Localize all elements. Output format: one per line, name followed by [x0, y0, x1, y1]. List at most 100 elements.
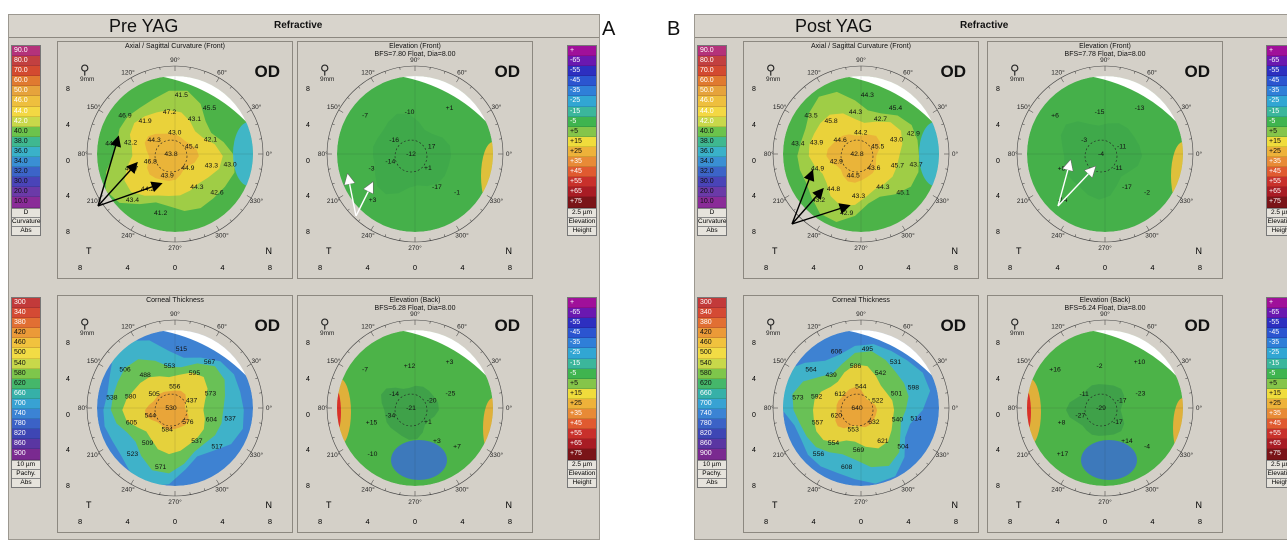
angle-tick: [817, 480, 820, 484]
angle-label: 240°: [807, 231, 821, 239]
scale-step: 36.0: [698, 147, 726, 157]
map-value: 632: [868, 419, 880, 426]
angle-tick: [240, 351, 242, 353]
angle-label: 270°: [1098, 244, 1112, 252]
scale-step: 50.0: [12, 86, 40, 96]
map-value: -17: [1122, 184, 1132, 191]
map-value: 571: [155, 464, 167, 471]
scale-step: -55: [1267, 66, 1287, 76]
scale-step: +15: [568, 137, 596, 147]
temporal-label: T: [1016, 246, 1022, 256]
scale-step: -25: [568, 348, 596, 358]
angle-tick: [108, 351, 110, 353]
x-tick: 0: [1103, 263, 1107, 275]
map-axial-curvature: Axial / Sagittal Curvature (Front)OD⚲9mm…: [743, 41, 979, 279]
angle-tick: [92, 378, 94, 379]
map-value: 45.4: [889, 105, 902, 112]
angle-tick: [778, 183, 780, 184]
map-value: +3: [446, 359, 454, 366]
scale-step: 90.0: [698, 46, 726, 56]
scale-step: 660: [12, 389, 40, 399]
angle-label: 30°: [491, 103, 501, 111]
scale-step: -35: [1267, 86, 1287, 96]
angle-label: 0°: [506, 404, 512, 412]
map-value: 537: [224, 415, 236, 422]
angle-label: 180°: [78, 150, 88, 158]
angle-tick: [145, 325, 146, 327]
y-tick: 8: [306, 340, 310, 347]
scale-step: 820: [698, 429, 726, 439]
scale-step: +65: [1267, 439, 1287, 449]
angle-tick: [890, 234, 891, 236]
angle-label: 300°: [215, 485, 229, 493]
angle-label: 150°: [327, 103, 341, 111]
angle-tick: [217, 226, 220, 230]
angle-tick: [1160, 219, 1162, 221]
angle-tick: [348, 463, 350, 465]
scale-step: 42.0: [698, 117, 726, 127]
map-value: 517: [211, 444, 223, 451]
angle-tick: [1061, 78, 1064, 82]
scale-step: 660: [698, 389, 726, 399]
angle-tick: [1147, 480, 1150, 484]
x-tick: 0: [859, 263, 863, 275]
angle-tick: [444, 234, 445, 236]
angle-tick: [118, 473, 120, 475]
scale-unit-label: Curvature: [12, 217, 40, 226]
angle-tick: [1134, 488, 1135, 490]
x-tick: 8: [508, 263, 512, 275]
y-tick: 0: [66, 412, 70, 419]
angle-tick: [444, 71, 445, 73]
y-tick: 4: [66, 376, 70, 383]
map-value: 437: [186, 397, 198, 404]
map-value: -29: [1096, 405, 1106, 412]
scale-unit-label: Height: [1267, 478, 1287, 487]
x-tick: 4: [1150, 517, 1154, 529]
map-value: +12: [404, 363, 416, 370]
scale-step: 38.0: [12, 137, 40, 147]
scale-step: 780: [698, 419, 726, 429]
angle-label: 30°: [1181, 357, 1191, 365]
scale-step: 32.0: [698, 167, 726, 177]
map-value: +14: [1121, 438, 1133, 445]
angle-tick: [118, 87, 120, 89]
scale-step: +35: [568, 157, 596, 167]
angle-tick: [118, 341, 120, 343]
angle-tick: [230, 87, 232, 89]
scale-step: +25: [1267, 399, 1287, 409]
x-tick: 0: [413, 517, 417, 529]
scale-step: 46.0: [698, 96, 726, 106]
elevation-scale: +-65-55-45-35-25-15-5+5+15+25+35+45+55+6…: [1266, 45, 1287, 236]
map-value: 554: [828, 440, 840, 447]
scale-step: +55: [1267, 429, 1287, 439]
angle-tick: [495, 183, 497, 184]
angle-tick: [495, 124, 497, 125]
x-tick: 8: [1008, 263, 1012, 275]
scale-step: 460: [12, 338, 40, 348]
scale-step: -45: [1267, 76, 1287, 86]
scale-step: 20.0: [698, 187, 726, 197]
y-tick: 4: [996, 193, 1000, 200]
y-tick: 4: [306, 122, 310, 129]
y-tick: 8: [996, 483, 1000, 490]
map-value: 44.3: [876, 184, 889, 191]
angle-label: 270°: [168, 244, 182, 252]
y-tick: 4: [66, 193, 70, 200]
map-value: 544: [145, 413, 157, 420]
angle-label: 120°: [361, 323, 375, 331]
angle-label: 150°: [1017, 103, 1031, 111]
y-tick: 0: [66, 158, 70, 165]
edge-zone: [1019, 388, 1031, 436]
angle-tick: [831, 71, 832, 73]
map-value: -14: [385, 159, 395, 166]
scale-step: -65: [1267, 308, 1287, 318]
angle-tick: [92, 183, 94, 184]
angle-tick: [831, 234, 832, 236]
angle-tick: [903, 226, 906, 230]
map-value: -4: [1098, 151, 1104, 158]
scale-unit-label: Pachy.: [12, 469, 40, 478]
map-value: 608: [841, 464, 853, 471]
